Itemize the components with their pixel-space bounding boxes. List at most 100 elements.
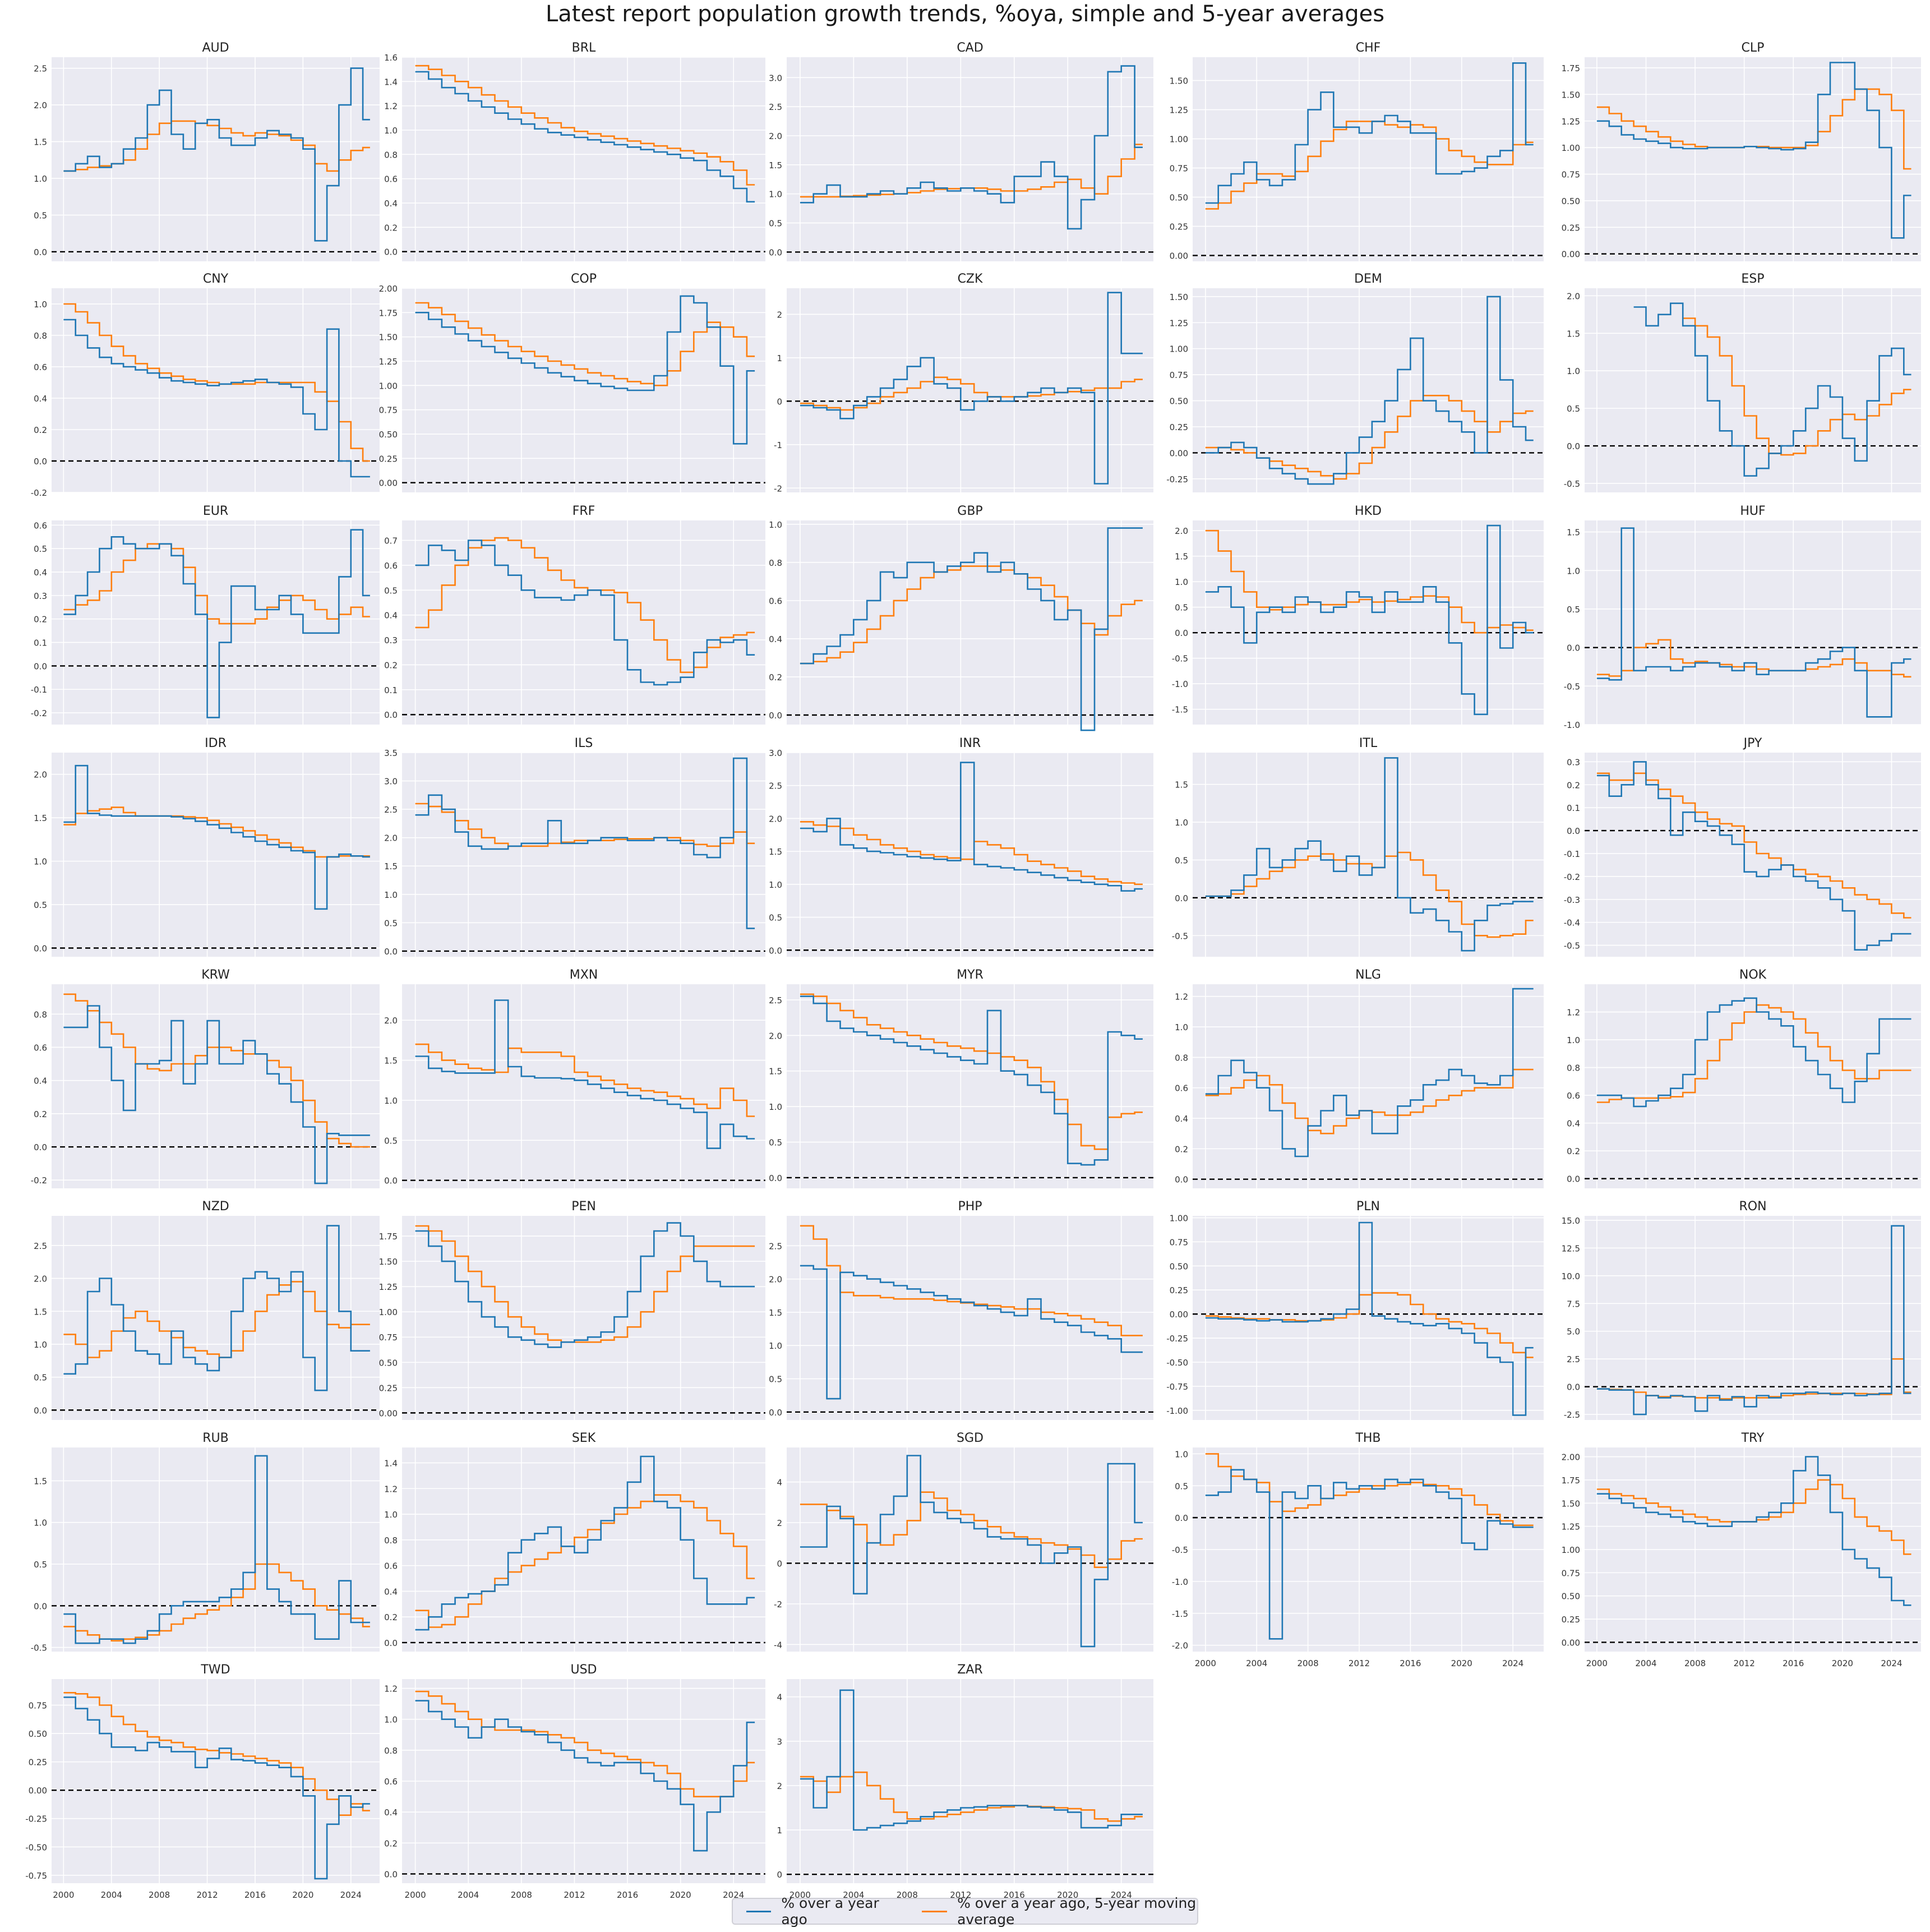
y-tick-label: 0.0 bbox=[1567, 826, 1580, 836]
y-tick-label: 0.5 bbox=[384, 1136, 398, 1146]
y-tick-label: 0.5 bbox=[34, 900, 47, 910]
panel-title: NZD bbox=[202, 1200, 229, 1214]
y-tick-label: 0.5 bbox=[34, 211, 47, 221]
series-simple-line bbox=[63, 67, 370, 242]
panel-background bbox=[1193, 520, 1544, 725]
y-tick-label: 0.50 bbox=[1562, 1592, 1580, 1602]
y-tick-label: 1.5 bbox=[384, 861, 398, 872]
series-simple-line bbox=[415, 295, 755, 445]
panel-background bbox=[787, 984, 1153, 1188]
x-tick-label: 2012 bbox=[1349, 1658, 1370, 1668]
series-simple-line bbox=[415, 757, 755, 929]
y-tick-label: -1.0 bbox=[1172, 1577, 1188, 1587]
y-tick-label: -0.5 bbox=[1564, 479, 1580, 489]
panel-title: PLN bbox=[1356, 1200, 1380, 1214]
y-tick-label: 2 bbox=[777, 1518, 782, 1528]
series-simple-line bbox=[800, 65, 1143, 230]
series-avg-line bbox=[63, 543, 370, 625]
y-tick-label: 0.25 bbox=[379, 454, 398, 464]
series-simple-line bbox=[1205, 524, 1534, 716]
legend-item-simple: % over a year ago bbox=[746, 1895, 883, 1928]
y-tick-label: 0.75 bbox=[1170, 164, 1188, 174]
y-tick-label: 0.5 bbox=[34, 544, 47, 554]
y-tick-label: 3.0 bbox=[769, 73, 782, 83]
y-tick-label: 0.6 bbox=[384, 174, 398, 185]
series-avg-line bbox=[63, 1281, 370, 1358]
x-tick-label: 2024 bbox=[1111, 1890, 1132, 1900]
panel-itl: ITL -0.5 0.0 0.5 1.0 1.5 bbox=[1172, 736, 1544, 957]
y-tick-label: -0.2 bbox=[1564, 872, 1580, 882]
panel-background bbox=[1193, 57, 1544, 261]
series-avg-line bbox=[1596, 772, 1911, 919]
x-tick-label: 2008 bbox=[1298, 1658, 1319, 1668]
panel-background bbox=[787, 753, 1153, 957]
panel-title: FRF bbox=[572, 504, 595, 518]
y-tick-label: 2.5 bbox=[384, 805, 398, 815]
panel-cop: COP 0.00 0.25 0.50 0.75 1.00 1.25 1.50 1.75 2.00 bbox=[379, 272, 765, 492]
x-tick-label: 2024 bbox=[1502, 1658, 1523, 1668]
legend-label-simple: % over a year ago bbox=[781, 1895, 879, 1928]
series-avg-line bbox=[800, 993, 1143, 1150]
y-tick-label: 1.50 bbox=[1562, 90, 1580, 100]
y-tick-label: 0.5 bbox=[769, 1374, 782, 1384]
panel-nok: NOK 0.0 0.2 0.4 0.6 0.8 1.0 1.2 bbox=[1567, 968, 1921, 1188]
y-tick-label: 0.0 bbox=[1567, 441, 1580, 451]
panel-background bbox=[1193, 1216, 1544, 1420]
x-tick-label: 2016 bbox=[1783, 1658, 1804, 1668]
y-tick-label: 1.0 bbox=[34, 174, 47, 184]
y-tick-label: -0.1 bbox=[1564, 849, 1580, 859]
y-tick-label: -2.0 bbox=[1172, 1641, 1188, 1651]
y-tick-label: 0.8 bbox=[384, 1746, 398, 1756]
panel-background bbox=[52, 1216, 380, 1420]
y-tick-label: -0.50 bbox=[1166, 1358, 1188, 1368]
y-tick-label: 1.50 bbox=[1170, 292, 1188, 302]
panel-try: TRY 0.00 0.25 0.50 0.75 1.00 1.25 1.50 1.75 2.00 2… bbox=[1562, 1431, 1921, 1668]
y-tick-label: 0.0 bbox=[1175, 1175, 1188, 1185]
x-tick-label: 2004 bbox=[458, 1890, 479, 1900]
y-tick-label: -0.5 bbox=[1172, 931, 1188, 941]
y-tick-label: 2.0 bbox=[769, 1275, 782, 1285]
y-tick-label: 0.25 bbox=[1170, 422, 1188, 432]
y-tick-label: 1.75 bbox=[1562, 1475, 1580, 1486]
y-tick-label: 1.00 bbox=[1170, 135, 1188, 145]
panel-title: HUF bbox=[1740, 504, 1765, 518]
y-tick-label: 1.0 bbox=[769, 880, 782, 890]
panel-krw: KRW -0.2 0.0 0.2 0.4 0.6 0.8 bbox=[31, 968, 380, 1188]
y-tick-label: 1.25 bbox=[379, 357, 398, 367]
y-tick-label: 0.0 bbox=[769, 711, 782, 721]
y-tick-label: 1.5 bbox=[769, 160, 782, 170]
y-tick-label: 0.25 bbox=[1170, 222, 1188, 232]
x-tick-label: 2008 bbox=[897, 1890, 918, 1900]
panel-background bbox=[1585, 753, 1921, 957]
y-tick-label: 1.25 bbox=[1170, 105, 1188, 116]
y-tick-label: 1.5 bbox=[769, 847, 782, 857]
x-tick-label: 2012 bbox=[564, 1890, 585, 1900]
y-tick-label: 1.0 bbox=[384, 1510, 398, 1520]
y-tick-label: 2.5 bbox=[1567, 1354, 1580, 1364]
y-tick-label: 1.5 bbox=[1175, 552, 1188, 562]
y-tick-label: 0.0 bbox=[1567, 643, 1580, 653]
y-tick-label: 0.8 bbox=[769, 558, 782, 568]
x-tick-label: 2004 bbox=[1635, 1658, 1656, 1668]
y-tick-label: -1.5 bbox=[1172, 1609, 1188, 1619]
y-tick-label: 0.25 bbox=[1170, 1285, 1188, 1295]
y-tick-label: 0.2 bbox=[384, 660, 398, 670]
y-tick-label: -0.75 bbox=[25, 1871, 47, 1881]
panel-title: CAD bbox=[957, 41, 983, 55]
panel-title: NLG bbox=[1355, 968, 1381, 982]
y-tick-label: 1.0 bbox=[384, 890, 398, 900]
y-tick-label: 0.6 bbox=[384, 1561, 398, 1571]
y-tick-label: 1.25 bbox=[379, 1282, 398, 1292]
y-tick-label: 3 bbox=[777, 1737, 782, 1747]
y-tick-label: 0.5 bbox=[34, 1373, 47, 1383]
panel-gbp: GBP 0.0 0.2 0.4 0.6 0.8 1.0 bbox=[769, 504, 1153, 731]
series-avg-line bbox=[415, 1690, 755, 1797]
y-tick-label: -0.25 bbox=[25, 1814, 47, 1824]
y-tick-label: 1.2 bbox=[384, 102, 398, 112]
series-avg-line bbox=[1683, 317, 1911, 456]
y-tick-label: 1.0 bbox=[34, 299, 47, 310]
y-tick-label: 12.5 bbox=[1562, 1243, 1580, 1253]
y-tick-label: 0.2 bbox=[384, 1612, 398, 1622]
y-tick-label: -0.25 bbox=[1166, 1334, 1188, 1344]
